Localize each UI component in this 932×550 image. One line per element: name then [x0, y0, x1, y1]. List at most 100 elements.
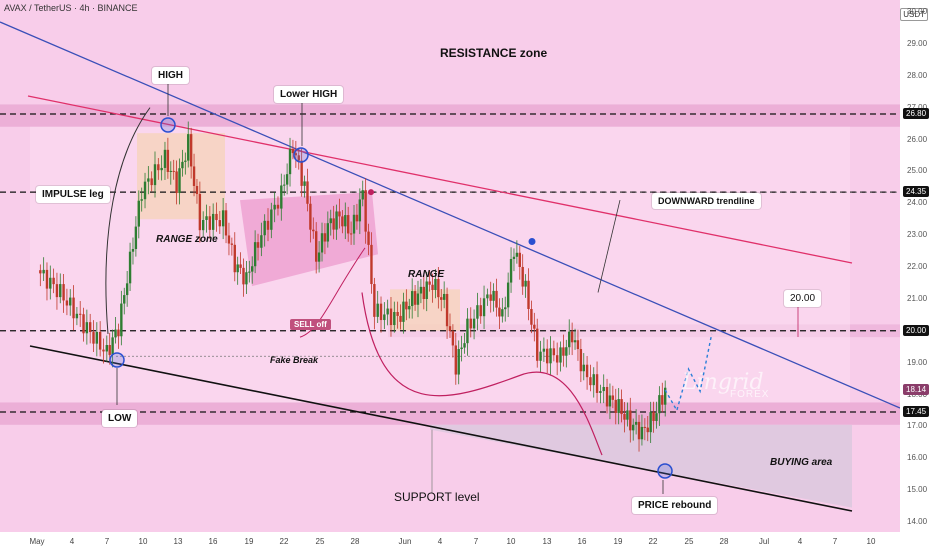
triangle-top-point [368, 189, 374, 196]
unit-badge: USDT [900, 8, 928, 21]
candle-body [166, 149, 170, 172]
candle-body [643, 426, 647, 428]
y-tick: 29.00 [907, 38, 928, 48]
candle-body [273, 204, 276, 210]
candle-body [102, 349, 105, 352]
candle-body [55, 284, 59, 298]
candle-body [45, 269, 49, 289]
candle-body [552, 348, 556, 356]
candle-body [335, 211, 338, 230]
candle-body [276, 204, 280, 209]
candle-body [515, 252, 519, 257]
candle-body [175, 171, 178, 194]
y-tick: 14.00 [907, 517, 928, 526]
x-tick: 16 [208, 537, 218, 546]
candle-body [582, 364, 585, 372]
candle-body [95, 331, 99, 344]
candle-body [649, 412, 652, 433]
candle-body [123, 295, 126, 304]
candle-body [539, 351, 542, 361]
candle-body [472, 318, 476, 329]
candle-body [542, 348, 546, 352]
candle-body [431, 284, 434, 290]
candle-body [245, 272, 248, 285]
candle-body [221, 210, 225, 227]
x-tick: 13 [173, 537, 183, 546]
x-tick: 25 [315, 537, 325, 546]
trend-pointer [597, 199, 621, 293]
candle-body [614, 399, 617, 413]
candle-body [195, 185, 199, 195]
candle-body [389, 308, 393, 326]
impulse-leg-label: IMPULSE leg [36, 186, 110, 203]
candle-body [140, 199, 143, 201]
candle-body [239, 264, 242, 268]
candle-body [256, 242, 260, 248]
x-tick: Jul [758, 537, 770, 546]
candle-body [620, 399, 623, 415]
candle-body [626, 410, 629, 420]
candle-body [559, 347, 562, 363]
candle-body [65, 300, 69, 306]
candle-body [355, 214, 359, 222]
candle-body [442, 293, 446, 300]
candle-body [72, 297, 75, 319]
candle-body [341, 216, 344, 227]
candle-body [128, 251, 132, 284]
candle-body [518, 252, 521, 267]
x-tick: 4 [797, 537, 803, 546]
candle-body [309, 203, 312, 230]
watermark-sub: FOREX [730, 389, 770, 400]
price-axis[interactable]: USDT [900, 0, 932, 550]
x-tick: 7 [104, 537, 110, 546]
x-tick: 4 [69, 537, 75, 546]
candle-body [466, 318, 469, 344]
candle-body [187, 134, 190, 161]
candle-body [224, 210, 228, 236]
candle-body [233, 244, 236, 273]
time-axis[interactable] [0, 532, 900, 550]
candle-body [69, 297, 72, 306]
candle-body [230, 243, 234, 245]
candle-body [181, 161, 184, 169]
candle-body [608, 395, 612, 407]
price-tag: 26.80 [903, 108, 930, 119]
candle-body [512, 256, 516, 260]
candle-body [111, 337, 114, 355]
candle-body [105, 345, 108, 352]
candle-body [632, 424, 635, 431]
candle-body [498, 307, 501, 317]
candle-body [509, 259, 513, 283]
lower-high-label: Lower HIGH [274, 86, 344, 103]
candle-body [315, 231, 318, 262]
candle-body [169, 170, 172, 172]
price-rebound-label: PRICE rebound [632, 497, 718, 514]
projection-path [664, 333, 713, 413]
candle-body [201, 219, 205, 231]
candle-body [205, 216, 208, 220]
candle-body [211, 213, 215, 230]
resistance-trendline [27, 95, 853, 264]
support-trendline [29, 345, 853, 512]
y-tick: 19.00 [907, 357, 928, 367]
candle-body [98, 331, 102, 350]
resistance-zone-label: RESISTANCE zone [440, 46, 548, 60]
x-tick: 25 [684, 537, 694, 546]
candle-body [248, 271, 251, 273]
x-tick: 7 [832, 537, 838, 546]
candle-body [568, 331, 571, 348]
candle-body [189, 134, 193, 167]
candle-body [402, 301, 405, 322]
candle-body [349, 233, 353, 235]
candle-body [576, 340, 580, 350]
candle-body [260, 235, 263, 248]
candle-body [297, 155, 300, 161]
y-tick: 25.00 [907, 166, 928, 176]
x-tick: 13 [542, 537, 552, 546]
x-tick: 10 [506, 537, 516, 546]
candle-body [358, 199, 362, 222]
candle-body [661, 395, 664, 405]
candle-body [320, 233, 324, 253]
